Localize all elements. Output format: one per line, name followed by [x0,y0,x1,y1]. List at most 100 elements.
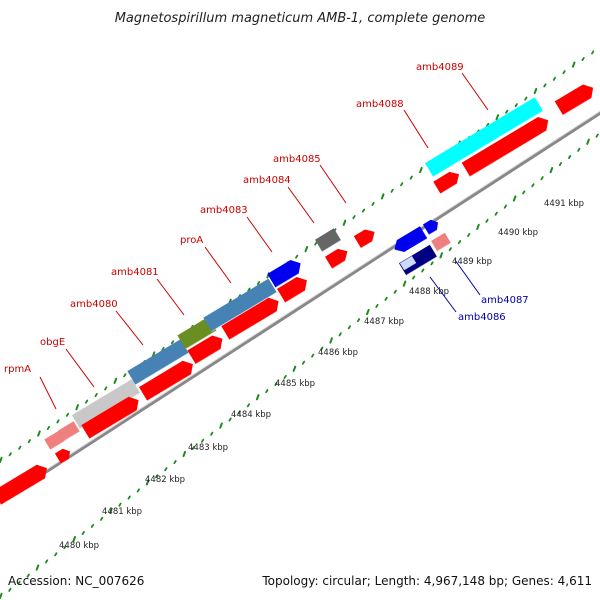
cds-rpmA [0,464,47,505]
upper-ruler-tick [46,425,51,430]
upper-ruler-tick [304,245,309,253]
lower-ruler-tick [228,417,232,422]
upper-ruler-tick [543,83,547,88]
feature-amb4087-pink-edge [436,242,452,252]
accession-text: Accession: NC_007626 [8,574,144,588]
feature-amb4086-navy [399,244,437,276]
lower-ruler-tick [210,431,214,436]
lower-ruler-tick [301,360,306,365]
upper-ruler-tick [409,175,413,180]
upper-ruler-tick [113,377,118,384]
lower-ruler-tick [173,460,177,465]
lower-ruler-tick [448,247,452,252]
lower-ruler-tick [430,261,434,266]
cds-amb4087-rev-edge [394,249,405,253]
kbp-tick-label: 4490 kbp [498,228,538,238]
lower-ruler-tick [63,545,67,550]
lower-ruler-tick [577,147,581,152]
lower-ruler-tick [283,374,287,379]
lower-ruler-tick [127,495,131,500]
gene-label-amb4086[interactable]: amb4086 [458,312,506,323]
gene-label-amb4088[interactable]: amb4088 [356,99,404,110]
cds-obgE [81,396,139,439]
cds-amb4081 [187,335,223,365]
lower-ruler-tick [72,536,77,543]
upper-ruler-tick [85,399,89,404]
feature-amb4086-light-edge [403,262,417,271]
gene-label-amb4084[interactable]: amb4084 [243,175,291,186]
gene-label-amb4087[interactable]: amb4087 [481,295,529,306]
gene-leader-obgE [65,348,95,388]
lower-ruler-tick [255,394,260,401]
upper-ruler-tick [552,76,557,81]
lower-ruler-tick [402,280,407,287]
gene-leader-amb4085 [319,164,347,204]
upper-ruler-tick [505,109,509,114]
feature-amb4080-outer [127,339,189,385]
topology-text: Topology: circular; Length: 4,967,148 bp… [261,574,592,588]
lower-ruler-tick [568,154,572,159]
lower-ruler-tick [329,337,333,344]
feature-amb4088-outer [425,97,543,177]
upper-ruler-tick [94,393,98,398]
gene-label-amb4089[interactable]: amb4089 [416,62,464,73]
gene-label-amb4081[interactable]: amb4081 [111,267,159,278]
lower-ruler-tick [274,382,278,387]
gene-leader-amb4087 [454,259,481,296]
lower-ruler-tick [90,523,95,528]
upper-ruler-tick [390,188,394,193]
lower-ruler-tick [81,531,85,536]
kbp-tick-label: 4480 kbp [59,541,99,551]
lower-ruler-tick [347,325,351,330]
lower-ruler-tick [155,474,159,479]
feature-rpmA-outer-edge [50,440,67,451]
lower-ruler-tick [182,450,187,458]
gene-leader-rpmA [39,376,57,410]
gene-leader-amb4080 [115,310,144,346]
kbp-tick-label: 4486 kbp [318,348,358,358]
kbp-tick-label: 4487 kbp [364,317,404,327]
upper-ruler-tick [342,219,347,226]
upper-ruler-tick [27,439,31,444]
lower-ruler-tick [35,564,40,571]
upper-ruler-tick [314,241,318,246]
kbp-tick-label: 4485 kbp [275,379,315,389]
feature-proA-outer [203,278,277,332]
upper-ruler-tick [562,70,566,75]
cds-amb4087-rev [394,226,428,253]
lower-ruler-tick [485,218,489,223]
gene-leader-amb4088 [403,109,429,149]
upper-ruler-tick [581,57,585,62]
upper-ruler-tick [514,103,518,108]
gene-leader-amb4086 [429,276,457,313]
lower-ruler-tick [26,573,30,578]
gene-label-obgE[interactable]: obgE [40,337,65,348]
cds-proA [221,297,279,340]
upper-ruler-tick [486,122,490,127]
kbp-tick-label: 4482 kbp [145,475,185,485]
upper-ruler-tick [65,412,70,417]
feature-amb4084-outer-edge [321,239,342,253]
lower-ruler-tick [191,445,196,450]
lower-ruler-tick [17,580,21,585]
lower-ruler-tick [586,138,590,145]
gene-label-amb4080[interactable]: amb4080 [70,299,118,310]
upper-ruler-tick [123,373,127,378]
lower-ruler-tick [549,167,554,174]
lower-ruler-tick [145,479,150,486]
gene-label-rpmA[interactable]: rpmA [4,364,31,375]
upper-ruler-tick [256,281,261,286]
lower-ruler-tick [292,365,297,372]
lower-ruler-tick [356,318,361,323]
gene-label-amb4085[interactable]: amb4085 [273,154,321,165]
feature-amb4083-outer-edge [275,273,299,289]
upper-ruler-tick [161,346,165,351]
cds-amb4087-rev-2 [422,219,438,235]
lower-ruler-tick [595,133,599,138]
gene-label-proA[interactable]: proA [180,235,203,246]
lower-ruler-tick [246,403,251,408]
lower-ruler-tick [44,559,49,564]
lower-ruler-tick [164,467,168,472]
lower-ruler-tick [421,268,425,273]
gene-label-amb4083[interactable]: amb4083 [200,205,248,216]
